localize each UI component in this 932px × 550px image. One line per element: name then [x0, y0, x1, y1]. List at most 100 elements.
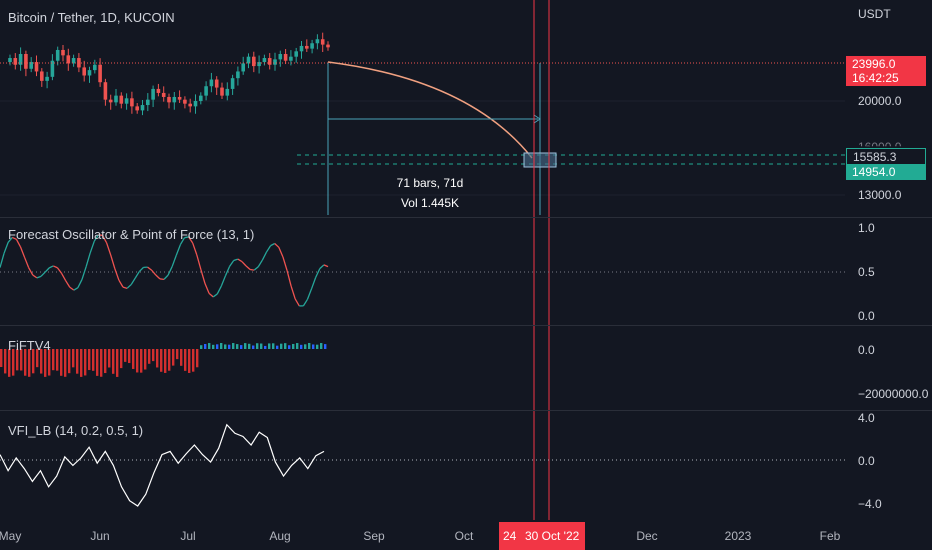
candle-body	[172, 96, 177, 103]
candle-body	[246, 56, 251, 64]
histogram-bar	[192, 349, 195, 372]
osc-segment	[204, 283, 210, 294]
histogram-bar	[12, 349, 15, 376]
histogram-bar	[52, 349, 55, 371]
osc-segment	[81, 266, 87, 280]
histogram-bar	[212, 344, 215, 349]
histogram-bar	[284, 343, 287, 349]
candle-body	[82, 67, 86, 76]
candle-body	[114, 95, 118, 103]
osc-segment	[89, 240, 95, 254]
currency-label: USDT	[858, 7, 891, 21]
osc-segment	[60, 272, 67, 281]
histogram-bar	[188, 349, 191, 373]
osc-segment	[323, 264, 329, 268]
osc-segment	[167, 266, 173, 276]
candle-body	[289, 56, 293, 61]
histogram-bar	[304, 344, 307, 349]
level-lower-tag: 14954.0	[846, 164, 926, 180]
histogram-bar	[148, 349, 151, 364]
fiftv-title: FiFTV4	[8, 338, 51, 353]
osc-segment	[85, 252, 91, 268]
candle-body	[278, 54, 283, 60]
pane-divider-2	[0, 325, 932, 326]
candle-body	[66, 55, 71, 64]
osc-segment	[98, 234, 103, 237]
osc-segment	[278, 247, 284, 258]
candle-body	[45, 76, 49, 81]
candle-body	[199, 95, 203, 101]
histogram-bar	[168, 349, 171, 371]
histogram-bar	[164, 349, 167, 373]
histogram-bar	[224, 344, 227, 349]
histogram-bar	[180, 349, 183, 366]
candle-body	[230, 78, 235, 89]
histogram-bar	[32, 349, 35, 374]
time-label-aug: Aug	[269, 529, 291, 543]
candle-body	[183, 99, 187, 104]
histogram-bar	[240, 345, 243, 349]
histogram-bar	[40, 349, 43, 374]
histogram-bar	[292, 343, 295, 349]
candle-body	[151, 88, 155, 100]
candle-body	[29, 62, 33, 69]
price-axis[interactable]: USDT 23996.0 16:42:25 20000.0 16000.0 15…	[845, 0, 932, 520]
osc-segment	[212, 293, 218, 298]
osc-segment	[32, 274, 38, 279]
histogram-bar	[272, 343, 275, 349]
osc-segment	[250, 268, 255, 271]
histogram-bar	[204, 343, 207, 349]
histogram-bar	[64, 349, 67, 377]
histogram-bar	[72, 349, 75, 368]
osc-segment	[130, 277, 136, 285]
histogram-bar	[260, 343, 263, 349]
histogram-bar	[20, 349, 23, 371]
osc-segment	[114, 268, 120, 281]
osc-segment	[286, 270, 292, 287]
histogram-bar	[196, 349, 199, 368]
histogram-bar	[236, 344, 239, 349]
time-axis[interactable]: May Jun Jul Aug Sep Oct Dec 2023 Feb	[0, 520, 845, 550]
osc-segment	[48, 265, 54, 269]
osc-segment	[216, 285, 222, 295]
osc-segment	[73, 287, 79, 291]
histogram-bar	[132, 349, 135, 369]
osc-segment	[155, 274, 161, 280]
osc-segment	[36, 275, 42, 279]
osc-segment	[101, 235, 108, 244]
candle-body	[262, 58, 267, 63]
osc-segment	[134, 271, 140, 279]
measure-volume-label: Vol 1.445K	[400, 196, 460, 210]
candle-body	[61, 49, 65, 56]
candle-body	[225, 88, 230, 96]
histogram-bar	[268, 343, 271, 349]
histogram-bar	[60, 349, 63, 376]
histogram-bar	[248, 343, 251, 349]
candle-body	[204, 86, 208, 96]
histogram-bar	[228, 344, 231, 349]
histogram-bar	[208, 343, 211, 349]
vfi-axis-neg4: −4.0	[858, 497, 882, 511]
osc-segment	[126, 284, 132, 289]
price-level-13000: 13000.0	[858, 188, 902, 202]
histogram-bar	[4, 349, 7, 374]
chart-canvas[interactable]	[0, 0, 845, 520]
candle-body	[71, 58, 76, 64]
fiftv-axis-0: 0.0	[858, 343, 875, 357]
osc-segment	[179, 237, 186, 245]
candle-body	[146, 99, 150, 106]
chart-title: Bitcoin / Tether, 1D, KUCOIN	[8, 10, 175, 25]
osc-segment	[315, 268, 321, 278]
candle-body	[40, 71, 44, 81]
oscillator-title: Forecast Oscillator & Point of Force (13…	[8, 227, 255, 242]
histogram-bar	[28, 349, 31, 377]
candle-body	[98, 64, 102, 83]
osc-segment	[93, 234, 99, 242]
histogram-bar	[232, 343, 235, 349]
osc-segment	[282, 256, 288, 271]
histogram-bar	[244, 343, 247, 349]
histogram-bar	[264, 345, 267, 349]
candle-body	[167, 96, 171, 103]
candle-body	[326, 44, 330, 48]
osc-segment	[208, 292, 214, 298]
